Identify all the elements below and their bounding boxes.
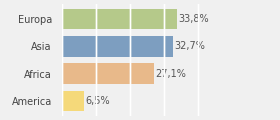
Text: 27,1%: 27,1%: [155, 69, 186, 79]
Text: 32,7%: 32,7%: [174, 41, 205, 51]
Text: 33,8%: 33,8%: [178, 14, 209, 24]
Bar: [62, 9, 177, 29]
Bar: [62, 36, 173, 57]
Text: 6,5%: 6,5%: [85, 96, 110, 106]
Bar: [62, 63, 154, 84]
Bar: [62, 91, 84, 111]
